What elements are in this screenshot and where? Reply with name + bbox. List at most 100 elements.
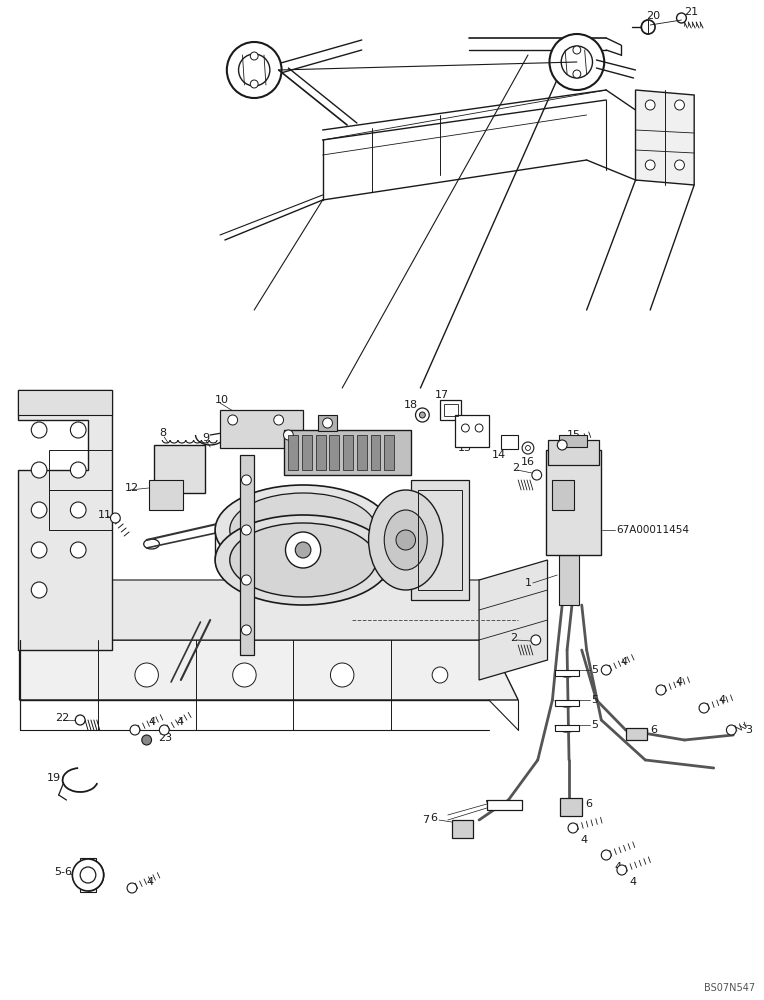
Circle shape: [699, 703, 709, 713]
Circle shape: [286, 532, 321, 568]
Circle shape: [295, 542, 311, 558]
Bar: [452, 820, 473, 838]
Text: 21: 21: [685, 7, 698, 17]
Text: 10: 10: [215, 395, 229, 405]
Ellipse shape: [215, 485, 391, 575]
Polygon shape: [20, 580, 518, 640]
Circle shape: [573, 70, 581, 78]
Text: 67A00011454: 67A00011454: [616, 525, 689, 535]
Text: 6: 6: [430, 813, 437, 823]
Ellipse shape: [384, 510, 427, 570]
Bar: [555, 670, 579, 676]
Circle shape: [251, 80, 258, 88]
Bar: [410, 480, 469, 600]
Circle shape: [617, 865, 626, 875]
Circle shape: [646, 160, 655, 170]
Polygon shape: [20, 640, 518, 700]
Bar: [626, 728, 647, 740]
Circle shape: [675, 100, 685, 110]
Circle shape: [331, 663, 354, 687]
Circle shape: [432, 667, 448, 683]
Circle shape: [127, 883, 137, 893]
Text: 11: 11: [98, 510, 112, 520]
Circle shape: [283, 430, 293, 440]
Circle shape: [31, 422, 47, 438]
Text: BS07N547: BS07N547: [704, 983, 755, 993]
Text: 13: 13: [458, 443, 471, 453]
Text: 9: 9: [202, 433, 209, 443]
Text: 4: 4: [176, 717, 183, 727]
Circle shape: [130, 725, 140, 735]
Circle shape: [677, 13, 686, 23]
Circle shape: [251, 52, 258, 60]
Bar: [444, 404, 458, 416]
Text: 4: 4: [675, 677, 683, 687]
Text: 6: 6: [650, 725, 657, 735]
Text: 8: 8: [160, 428, 167, 438]
Bar: [487, 800, 522, 810]
Bar: [302, 435, 312, 470]
Circle shape: [80, 867, 96, 883]
Text: 4: 4: [581, 835, 588, 845]
Bar: [559, 555, 579, 605]
Bar: [329, 435, 339, 470]
Text: 5: 5: [591, 695, 598, 705]
Bar: [220, 410, 303, 448]
Circle shape: [73, 859, 104, 891]
Bar: [560, 798, 581, 816]
Circle shape: [31, 542, 47, 558]
Bar: [371, 435, 380, 470]
Circle shape: [522, 442, 534, 454]
Circle shape: [274, 415, 283, 425]
Text: 19: 19: [47, 773, 61, 783]
Circle shape: [531, 635, 541, 645]
Text: 14: 14: [491, 450, 506, 460]
Circle shape: [646, 100, 655, 110]
Circle shape: [419, 412, 426, 418]
Bar: [555, 725, 579, 731]
Text: 12: 12: [125, 483, 139, 493]
Polygon shape: [636, 90, 694, 185]
Circle shape: [573, 46, 581, 54]
Ellipse shape: [368, 490, 443, 590]
Circle shape: [675, 160, 685, 170]
Text: 5: 5: [591, 665, 598, 675]
Ellipse shape: [215, 515, 391, 605]
Bar: [440, 400, 461, 420]
Bar: [559, 435, 587, 447]
Polygon shape: [479, 560, 548, 680]
Bar: [18, 390, 112, 415]
Bar: [357, 435, 367, 470]
Circle shape: [601, 665, 611, 675]
Bar: [419, 490, 462, 590]
Bar: [500, 435, 518, 449]
Text: 4: 4: [147, 877, 154, 887]
Circle shape: [642, 20, 655, 34]
Text: 6: 6: [586, 799, 593, 809]
Bar: [240, 455, 254, 655]
Polygon shape: [18, 390, 112, 650]
Circle shape: [70, 422, 86, 438]
Circle shape: [31, 502, 47, 518]
Bar: [384, 435, 394, 470]
Text: 4: 4: [630, 877, 636, 887]
Circle shape: [31, 582, 47, 598]
Bar: [318, 415, 338, 431]
Bar: [552, 480, 574, 510]
Circle shape: [322, 418, 332, 428]
Text: 4: 4: [719, 695, 726, 705]
Circle shape: [601, 850, 611, 860]
Bar: [283, 430, 410, 475]
Text: 15: 15: [567, 430, 581, 440]
Bar: [316, 435, 325, 470]
Circle shape: [70, 502, 86, 518]
Bar: [548, 440, 599, 465]
Circle shape: [475, 424, 483, 432]
Circle shape: [461, 424, 469, 432]
Circle shape: [416, 408, 429, 422]
Circle shape: [228, 415, 238, 425]
Text: 23: 23: [158, 733, 173, 743]
Ellipse shape: [230, 523, 377, 597]
Circle shape: [76, 715, 85, 725]
Text: 22: 22: [55, 713, 69, 723]
